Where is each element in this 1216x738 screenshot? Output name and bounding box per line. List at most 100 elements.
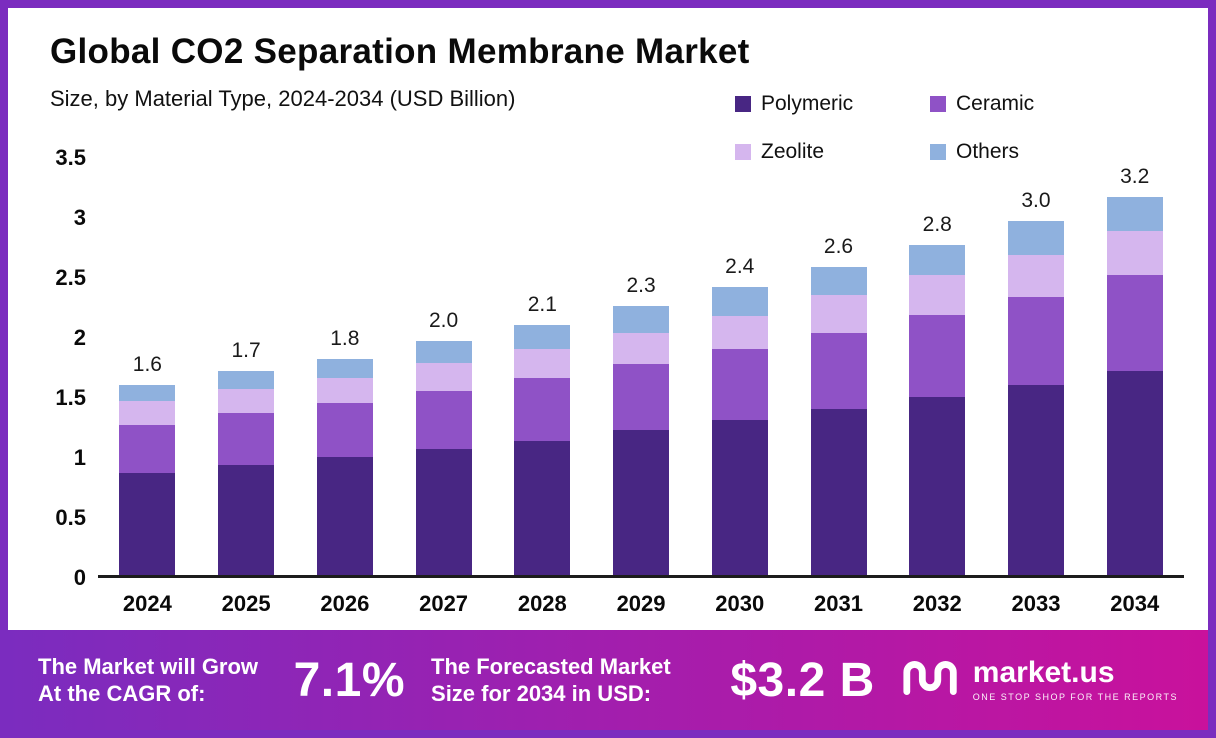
chart-header: Global CO2 Separation Membrane Market Si… [8,8,1208,112]
y-axis: 0 0.5 1 1.5 2 2.5 3 3.5 [34,146,98,590]
bars-container: 1.6 1.7 1.8 2.0 2.1 2.3 2.4 2.6 2.8 3.0 3.2 [98,158,1184,578]
cagr-value: 7.1% [293,653,406,707]
bar-segment-zeolite [810,295,867,333]
bar-total-label: 3.0 [1021,189,1051,213]
x-axis-label: 2034 [1110,591,1160,616]
bar-total-label: 2.6 [823,234,854,258]
bar-segment-others [909,245,966,276]
bar-segment-zeolite [514,349,571,379]
y-axis-label: 0 [73,565,86,590]
bar-segment-zeolite [909,275,966,315]
bar-segment-others [415,341,472,363]
bar-segment-polymeric [119,473,176,575]
bar-total-label: 1.6 [132,353,162,377]
x-axis-label: 2026 [320,591,370,616]
bar-segment-polymeric [613,429,670,575]
legend-label: Ceramic [956,92,1035,115]
legend-label: Others [956,140,1020,163]
legend-swatch [930,144,946,160]
bar-segment-zeolite [119,401,176,425]
chart-subtitle: Size, by Material Type, 2024-2034 (USD B… [50,86,516,111]
legend-item-others: Others [930,140,1080,164]
bar-total-label: 3.2 [1120,165,1150,189]
bar-segment-ceramic [711,349,768,421]
chart-legend: Polymeric Ceramic Zeolite Others [735,92,1080,164]
bar-segment-zeolite [1106,230,1163,275]
brand-name: market.us [972,656,1115,689]
bar-segment-others [1106,197,1163,231]
bar-column-2024: 1.6 [98,353,197,575]
bar-total-label: 2.1 [527,293,557,317]
bar-segment-zeolite [316,378,373,404]
bar-segment-ceramic [810,332,867,410]
x-axis-label: 2025 [221,591,271,616]
legend-swatch [735,144,751,160]
x-axis-label: 2031 [814,591,863,616]
brand-tagline: ONE STOP SHOP FOR THE REPORTS [972,692,1178,702]
bar-total-label: 1.7 [231,339,261,363]
bottom-banner: The Market will Grow At the CAGR of: 7.1… [8,630,1208,730]
bar-column-2033: 3.0 [987,189,1086,575]
bar-segment-ceramic [613,363,670,430]
bar-segment-ceramic [1007,296,1064,386]
x-axis-label: 2027 [419,591,469,616]
legend-label: Zeolite [761,140,825,163]
bar-segment-zeolite [711,315,768,350]
y-axis-label: 3.5 [55,145,86,170]
bar-column-2027: 2.0 [394,309,493,575]
bar-segment-polymeric [1007,385,1064,575]
bar-segment-others [514,325,571,350]
bar-segment-ceramic [1106,275,1163,371]
legend-swatch [930,96,946,112]
bar-column-2032: 2.8 [888,213,987,575]
bar-column-2025: 1.7 [197,339,296,575]
bar-segment-zeolite [1007,254,1064,297]
bar-total-label: 2.4 [725,255,755,279]
legend-item-zeolite: Zeolite [735,140,930,164]
bar-segment-polymeric [1106,371,1163,575]
bar-segment-ceramic [316,403,373,458]
bar-segment-others [1007,221,1064,255]
bar-segment-ceramic [909,314,966,398]
x-axis-label: 2030 [715,591,765,616]
market-us-logo-icon [901,658,963,703]
y-axis-label: 3 [73,205,86,230]
bar-column-2030: 2.4 [690,255,789,575]
bar-column-2028: 2.1 [493,293,592,575]
y-axis-label: 2 [73,325,86,350]
x-axis-label: 2033 [1011,591,1061,616]
bar-total-label: 2.8 [922,213,952,237]
legend-swatch [735,96,751,112]
legend-item-polymeric: Polymeric [735,92,930,116]
y-axis-label: 2.5 [55,265,86,290]
bar-column-2029: 2.3 [592,274,691,575]
x-axis-label: 2029 [616,591,666,616]
bar-segment-zeolite [613,332,670,364]
bar-segment-others [218,371,275,390]
legend-label: Polymeric [761,92,854,115]
y-axis-label: 1.5 [55,385,86,410]
bar-segment-polymeric [810,409,867,575]
legend-item-ceramic: Ceramic [930,92,1080,116]
bar-segment-ceramic [119,425,176,473]
bar-segment-polymeric [514,440,571,575]
bar-segment-ceramic [514,378,571,441]
bar-segment-polymeric [909,397,966,575]
bar-column-2026: 1.8 [295,327,394,575]
plot-area: 1.6 1.7 1.8 2.0 2.1 2.3 2.4 2.6 2.8 3.0 3.2 [98,158,1184,578]
bar-total-label: 1.8 [330,327,360,351]
bar-segment-ceramic [218,413,275,465]
bar-segment-polymeric [415,449,472,575]
x-axis: 2024 2025 2026 2027 2028 2029 2030 2031 2032 2033… [98,591,1184,617]
bar-column-2031: 2.6 [789,235,888,575]
forecast-label: The Forecasted Market Size for 2034 in U… [431,653,671,707]
logo-text: market.us ONE STOP SHOP FOR THE REPORTS [972,656,1178,703]
bar-segment-polymeric [218,464,275,575]
x-axis-label: 2032 [912,591,962,616]
x-axis-label: 2024 [122,591,172,616]
cagr-label: The Market will Grow At the CAGR of: [38,653,259,707]
chart-title: Global CO2 Separation Membrane Market [50,32,750,71]
bar-column-2034: 3.2 [1085,165,1184,575]
bar-segment-others [613,306,670,333]
